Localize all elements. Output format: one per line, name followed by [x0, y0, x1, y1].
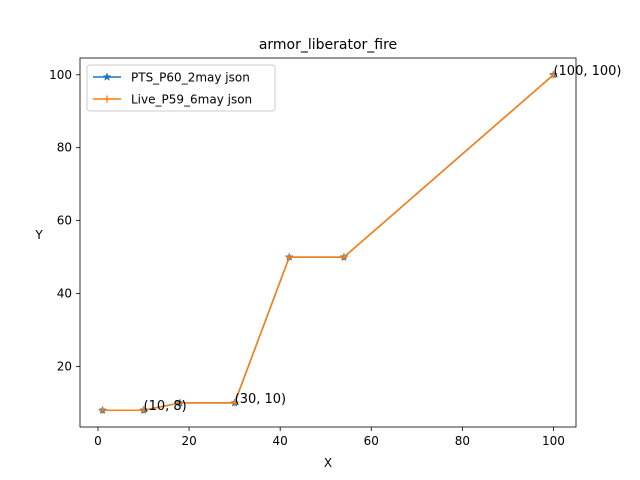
legend-marker [103, 95, 111, 103]
x-tick-label: 80 [455, 434, 470, 448]
chart-title: armor_liberator_fire [259, 37, 397, 53]
data-point [549, 71, 557, 79]
data-label: (10, 8) [144, 399, 187, 414]
y-tick-label: 60 [57, 214, 72, 228]
legend-marker [102, 72, 112, 81]
x-tick-label: 0 [94, 434, 102, 448]
data-point [231, 399, 239, 407]
legend-label: Live_P59_6may json [131, 93, 252, 107]
legend-label: PTS_P60_2may json [131, 71, 250, 85]
data-point [99, 406, 107, 414]
y-tick-label: 20 [57, 359, 72, 373]
y-tick-label: 100 [49, 68, 72, 82]
y-tick-label: 40 [57, 287, 72, 301]
axes: 0 20 40 60 80 100 20 40 60 80 100 [49, 57, 577, 448]
data-point [140, 406, 148, 414]
x-tick-label: 20 [181, 434, 196, 448]
data-label: (100, 100) [553, 64, 621, 79]
plot-area: (10, 8) (30, 10) (100, 100) [98, 64, 622, 414]
data-point [340, 253, 348, 261]
legend-item-2: Live_P59_6may json [93, 93, 252, 107]
x-tick-label: 40 [273, 434, 288, 448]
y-tick-label: 80 [57, 141, 72, 155]
x-tick-label: 100 [542, 434, 565, 448]
legend-box [86, 64, 276, 112]
y-axis-label: Y [34, 228, 43, 242]
x-axis-label: X [324, 456, 332, 470]
data-point [176, 399, 184, 407]
data-label: (30, 10) [235, 392, 287, 407]
x-tick-label: 60 [364, 434, 379, 448]
data-point [285, 253, 293, 261]
legend-item-1: PTS_P60_2may json [93, 71, 250, 85]
axes-frame [79, 57, 577, 428]
series-2 [99, 71, 557, 414]
legend: PTS_P60_2may json Live_P59_6may json [86, 64, 276, 112]
